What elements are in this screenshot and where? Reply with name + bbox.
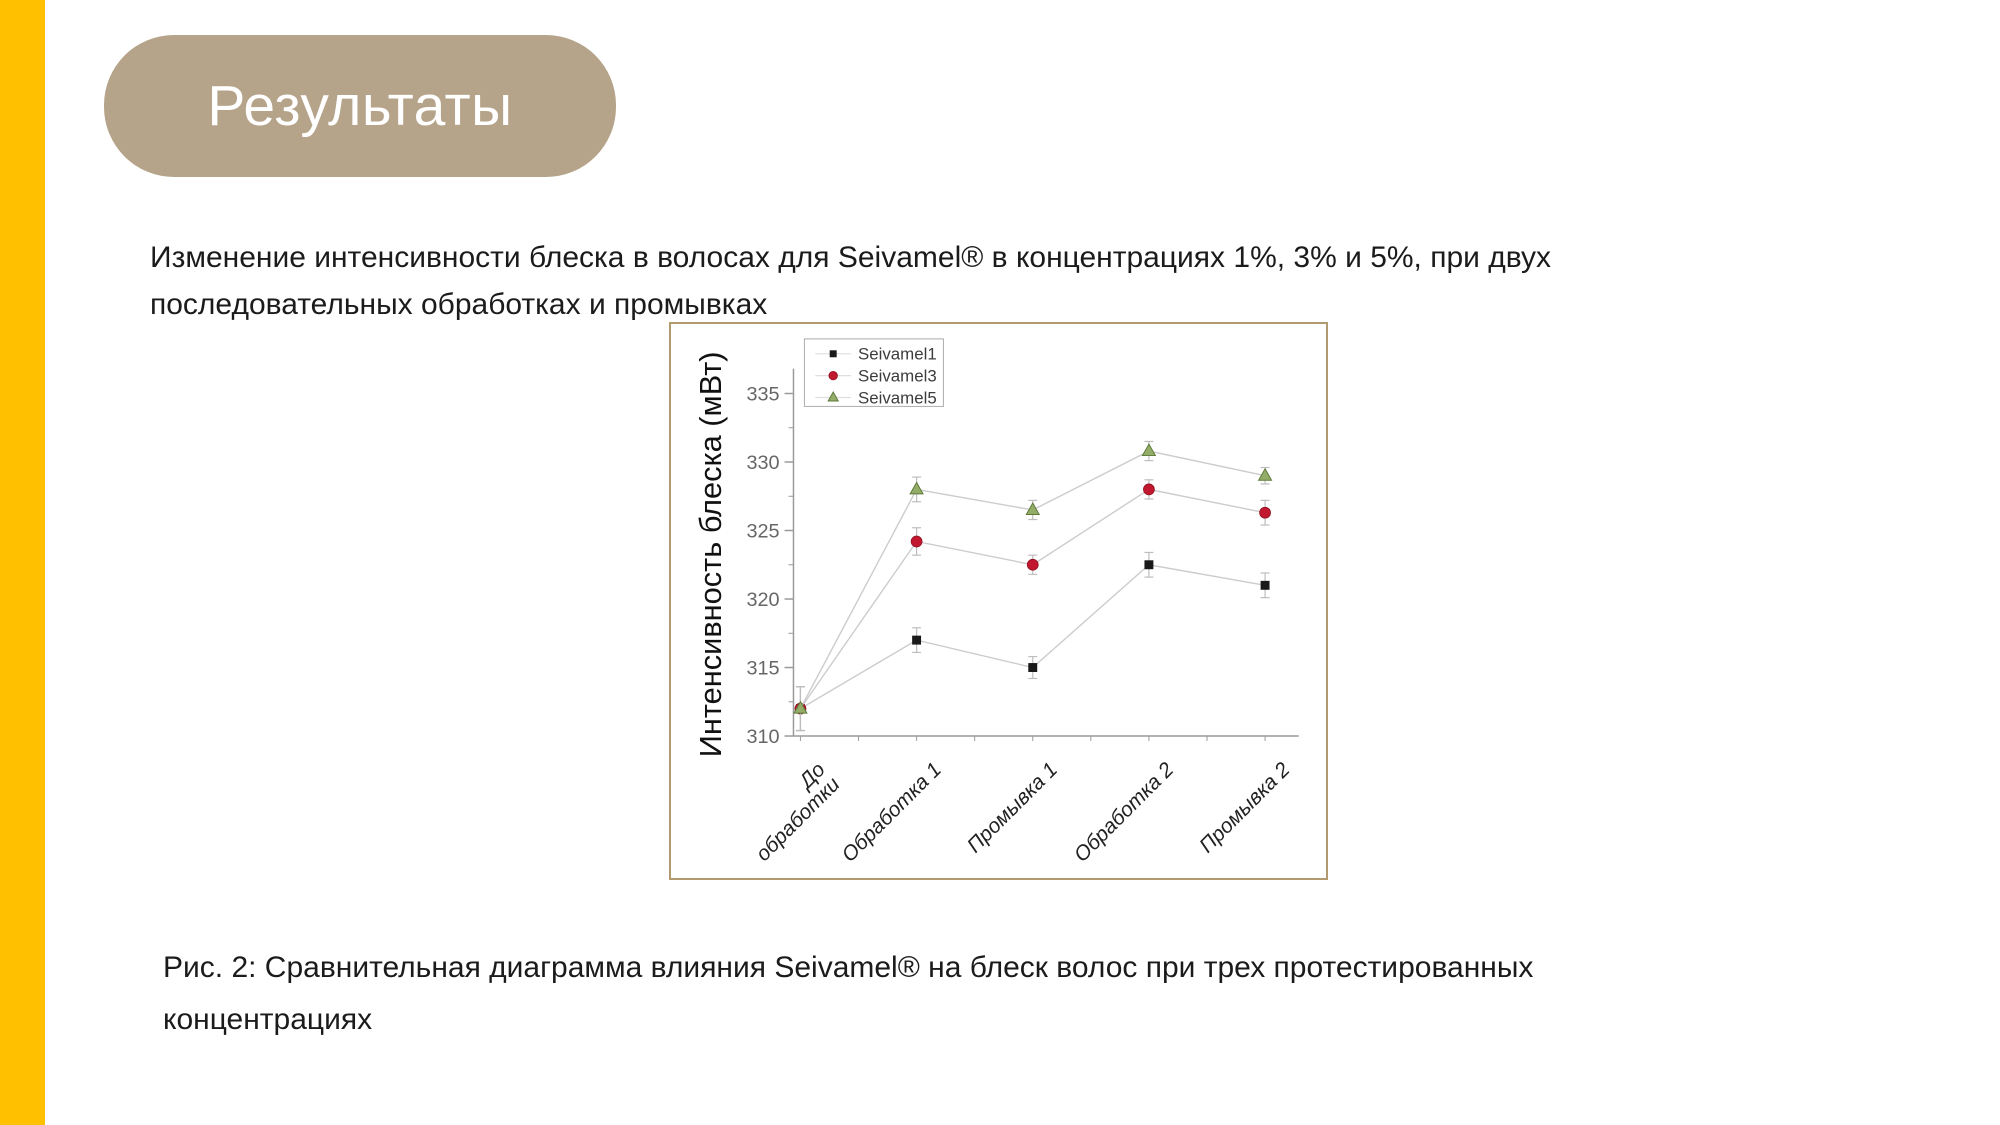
y-axis-title: Интенсивность блеска (мВт) (693, 351, 728, 757)
data-point-marker (827, 391, 840, 402)
data-point-marker (1260, 580, 1270, 590)
legend-label: Seivamel5 (858, 388, 937, 407)
data-point-marker (909, 481, 924, 495)
intro-paragraph: Изменение интенсивности блеска в волосах… (150, 241, 1552, 321)
legend-label: Seivamel1 (858, 345, 937, 364)
x-category-label: Обработка 2 (1070, 758, 1179, 867)
data-point-marker (793, 700, 808, 714)
x-category-label: Промывка 2 (1195, 758, 1295, 858)
data-point-marker (829, 350, 837, 358)
data-point-marker (1259, 506, 1271, 519)
data-point-marker (1028, 663, 1038, 672)
data-point-marker (1025, 501, 1041, 515)
y-tick-label: 330 (746, 452, 779, 474)
data-point-marker (1143, 483, 1155, 496)
x-category-label: Промывка 1 (963, 758, 1062, 857)
data-point-marker (1257, 467, 1273, 481)
y-tick-label: 320 (746, 589, 779, 611)
y-tick-label: 315 (746, 657, 779, 679)
y-tick-label: 310 (746, 726, 779, 748)
legend-box (803, 338, 944, 407)
data-point-marker (1144, 560, 1154, 570)
data-point-marker (828, 370, 838, 381)
x-category-label: Обработка 1 (837, 758, 946, 867)
chart-figure: 310 315 320 325 330 335 Дообработки Обработка 1… (669, 322, 1328, 880)
results-title-badge: Результаты (104, 35, 616, 177)
figure-caption: Рис. 2: Сравнительная диаграмма влияния … (163, 951, 1534, 1036)
x-category-label: Дообработки (737, 758, 845, 866)
y-tick-label: 335 (746, 383, 779, 405)
legend-label: Seivamel3 (858, 367, 937, 386)
y-tick-label: 325 (746, 520, 779, 542)
data-point-marker (1026, 558, 1039, 571)
series-line-Seivamel1 (800, 564, 1266, 710)
data-point-marker (912, 635, 922, 645)
data-point-marker (1141, 443, 1157, 457)
data-point-marker (910, 535, 923, 548)
left-accent-bar (0, 0, 45, 1125)
page-title: Результаты (207, 74, 513, 138)
